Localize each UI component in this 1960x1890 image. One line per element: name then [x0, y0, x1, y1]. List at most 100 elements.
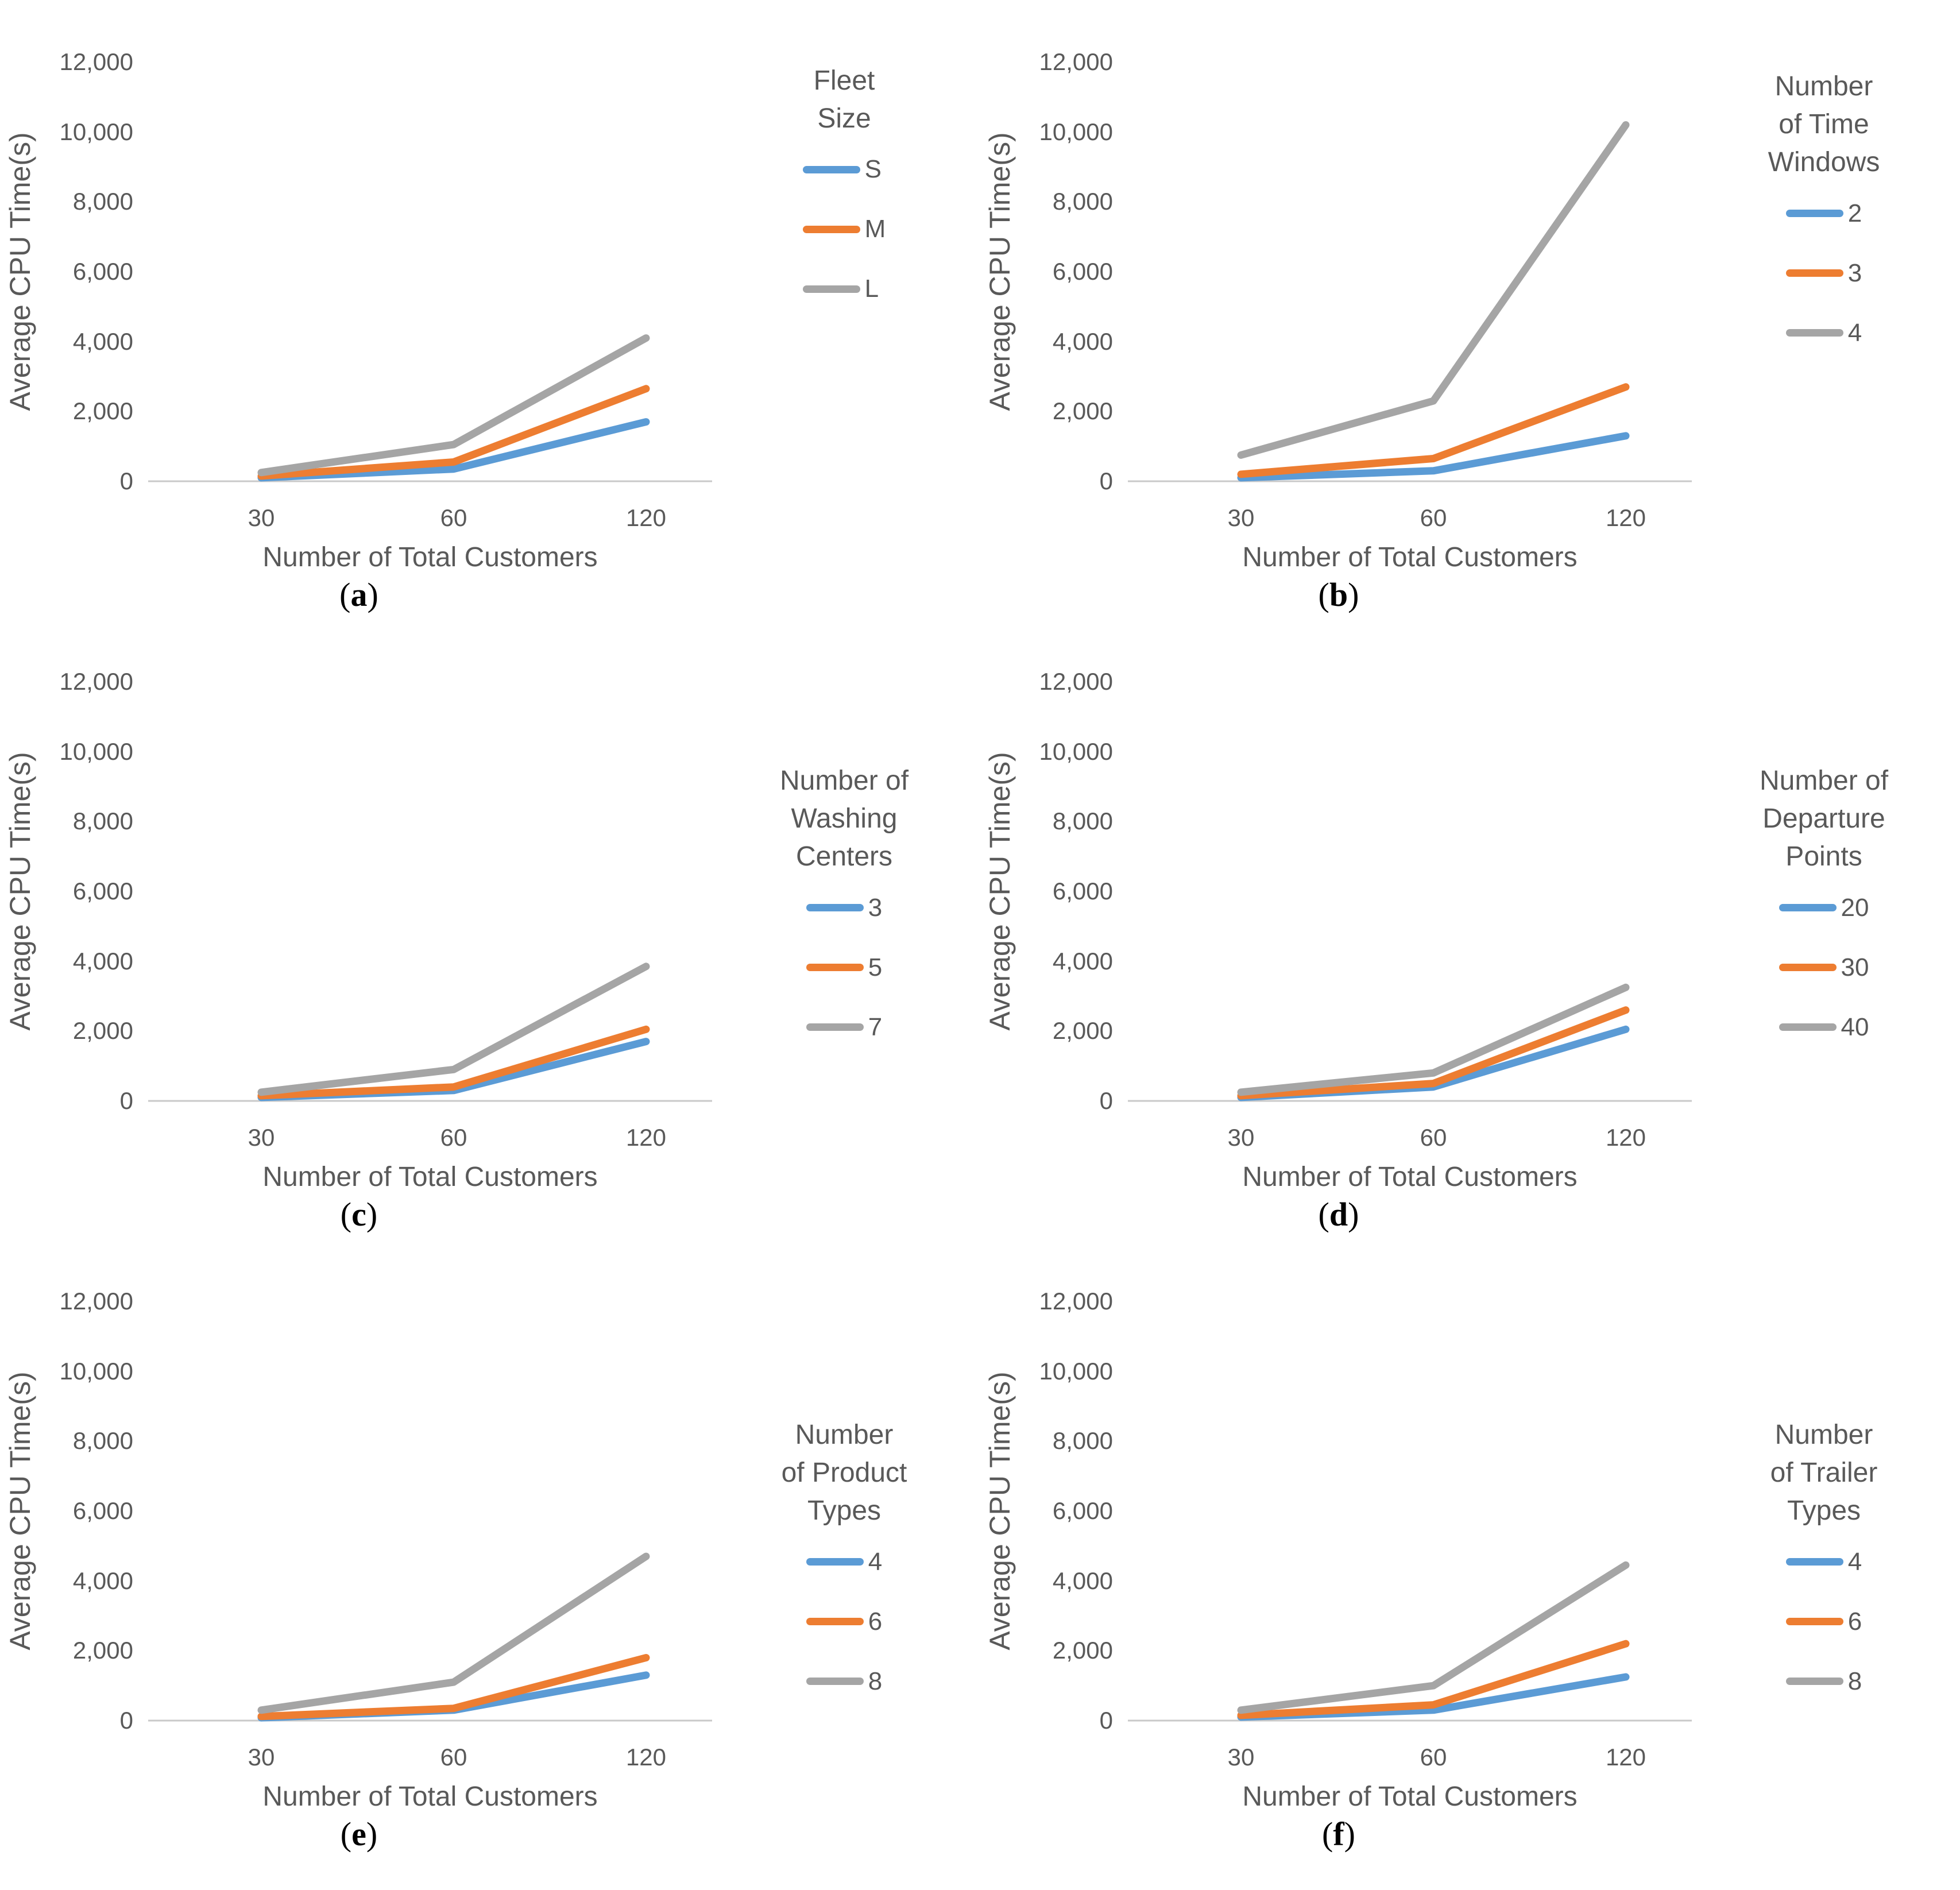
legend-items: 20 30 40 — [1779, 894, 1869, 1042]
legend-line-swatch — [806, 1678, 864, 1686]
legend-line-swatch — [1779, 1023, 1837, 1031]
y-tick-label: 4,000 — [73, 948, 133, 975]
y-tick-label: 8,000 — [1053, 188, 1113, 215]
legend-item-label: 8 — [868, 1667, 883, 1695]
y-tick-label: 10,000 — [60, 738, 133, 765]
series-line-7 — [257, 963, 650, 1096]
line-chart: Average CPU Time(s) 12,000 10,000 8,000 … — [4, 1288, 712, 1812]
y-tick-label: 10,000 — [1039, 1358, 1113, 1385]
legend-line-swatch — [1785, 329, 1843, 337]
chart-with-legend: Average CPU Time(s) 12,000 10,000 8,000 … — [980, 5, 1950, 573]
line-chart: Average CPU Time(s) 12,000 10,000 8,000 … — [984, 668, 1692, 1192]
y-tick-label: 12,000 — [60, 48, 133, 75]
legend-title-line: of Time — [1779, 109, 1869, 140]
chart-panel: Average CPU Time(s) 12,000 10,000 8,000 … — [0, 624, 980, 1234]
caption-paren: ) — [366, 1815, 378, 1853]
legend-title-line: Windows — [1768, 147, 1880, 178]
panel-caption: (f) — [980, 1815, 1698, 1853]
legend-item: 20 — [1779, 894, 1869, 922]
y-tick-label: 8,000 — [1053, 1427, 1113, 1454]
y-tick-label: 2,000 — [73, 1017, 133, 1044]
legend-item: 30 — [1779, 953, 1869, 982]
y-axis-title: Average CPU Time(s) — [984, 132, 1016, 411]
legend-title: Number of Departure Points — [1760, 762, 1888, 876]
series-line-5 — [257, 1025, 650, 1100]
legend-item: 4 — [1785, 319, 1862, 347]
x-tick-label: 60 — [440, 1744, 467, 1771]
series-line-6 — [257, 1654, 650, 1721]
line-chart: Average CPU Time(s) 12,000 10,000 8,000 … — [984, 1288, 1692, 1812]
line-chart: Average CPU Time(s) 12,000 10,000 8,000 … — [4, 48, 712, 573]
x-axis-title: Number of Total Customers — [262, 542, 597, 573]
x-axis-title: Number of Total Customers — [262, 1781, 597, 1812]
legend-item-label: S — [864, 155, 882, 184]
y-axis-title: Average CPU Time(s) — [984, 752, 1016, 1030]
x-tick-label: 30 — [1228, 1124, 1255, 1151]
legend-title-line: of Product — [781, 1458, 907, 1489]
legend-line-swatch — [1785, 1678, 1843, 1686]
legend-line-swatch — [1785, 1618, 1843, 1626]
legend-item-label: 40 — [1841, 1012, 1869, 1041]
x-tick-label: 30 — [1228, 1744, 1255, 1771]
caption-paren: ( — [340, 1196, 352, 1233]
legend-item: L — [802, 275, 879, 303]
y-tick-label: 0 — [1100, 1707, 1113, 1734]
chart-with-legend: Average CPU Time(s) 12,000 10,000 8,000 … — [0, 624, 971, 1193]
line-chart: Average CPU Time(s) 12,000 10,000 8,000 … — [984, 48, 1692, 573]
caption-paren: ) — [1348, 576, 1359, 613]
panel-caption: (c) — [0, 1195, 718, 1234]
legend-line-swatch — [1785, 269, 1843, 277]
legend-line-swatch — [802, 165, 860, 173]
series-line-6 — [1237, 1640, 1630, 1719]
y-axis-title: Average CPU Time(s) — [4, 1371, 36, 1650]
legend-item-label: 4 — [1847, 1547, 1862, 1576]
x-tick-label: 60 — [1420, 1744, 1447, 1771]
caption-paren: ( — [340, 1815, 352, 1853]
y-tick-label: 4,000 — [73, 328, 133, 355]
y-tick-label: 2,000 — [1053, 397, 1113, 424]
y-tick-label: 0 — [1100, 467, 1113, 494]
legend-title-line: Number — [795, 1420, 894, 1450]
y-tick-label: 4,000 — [73, 1567, 133, 1594]
legend-title-line: Number — [1775, 71, 1873, 102]
y-tick-label: 8,000 — [73, 1427, 133, 1454]
legend-title-line: Fleet — [813, 65, 875, 96]
y-tick-label: 4,000 — [1053, 948, 1113, 975]
x-tick-label: 120 — [626, 504, 666, 531]
legend-line-swatch — [802, 285, 860, 293]
y-tick-label: 8,000 — [1053, 807, 1113, 834]
x-tick-label: 60 — [1420, 1124, 1447, 1151]
legend-item-label: 6 — [1847, 1607, 1862, 1636]
legend-title-line: of Trailer — [1770, 1458, 1878, 1489]
y-tick-label: 12,000 — [1039, 48, 1113, 75]
y-tick-label: 12,000 — [1039, 668, 1113, 695]
legend-item: 5 — [806, 953, 882, 982]
x-tick-label: 120 — [626, 1124, 666, 1151]
chart-legend: Number of Trailer Types 4 6 8 — [1698, 1244, 1950, 1696]
caption-letter: c — [351, 1196, 366, 1233]
y-tick-label: 0 — [120, 1087, 133, 1114]
legend-title-line: Points — [1785, 841, 1862, 872]
line-chart: Average CPU Time(s) 12,000 10,000 8,000 … — [4, 668, 712, 1192]
y-tick-label: 6,000 — [73, 878, 133, 905]
legend-item: 6 — [806, 1607, 882, 1636]
legend-title-line: Types — [807, 1495, 882, 1526]
x-axis-title: Number of Total Customers — [262, 1162, 597, 1192]
legend-item-label: 5 — [868, 953, 883, 981]
y-tick-label: 6,000 — [73, 1497, 133, 1524]
series-line-30 — [1237, 1006, 1630, 1100]
legend-title-line: Number of — [1759, 766, 1889, 796]
chart-panel: Average CPU Time(s) 12,000 10,000 8,000 … — [980, 624, 1960, 1234]
caption-letter: e — [351, 1815, 366, 1853]
y-tick-label: 6,000 — [1053, 258, 1113, 285]
panel-caption: (b) — [980, 575, 1698, 614]
x-tick-label: 30 — [248, 1124, 275, 1151]
chart-legend: Number of Departure Points 20 30 — [1698, 624, 1950, 1042]
y-tick-label: 2,000 — [1053, 1017, 1113, 1044]
y-axis-title: Average CPU Time(s) — [4, 132, 36, 411]
series-line-3 — [1237, 383, 1630, 478]
legend-title-line: Size — [817, 103, 871, 134]
legend-item: 4 — [806, 1548, 882, 1576]
legend-line-swatch — [806, 904, 864, 912]
series-line-40 — [1237, 983, 1630, 1096]
